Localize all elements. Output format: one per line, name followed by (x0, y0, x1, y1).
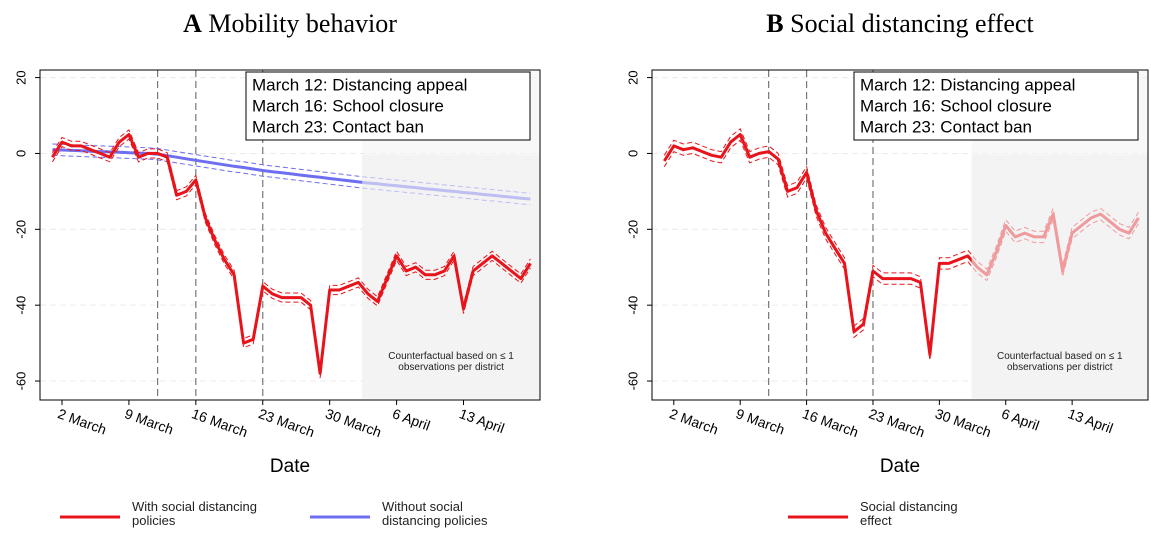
ci-line (51, 138, 531, 379)
plot-frame (651, 69, 1149, 401)
shade-label: Counterfactual based on ≤ 1 observations… (388, 350, 514, 373)
x-axis-label: Date (270, 456, 310, 477)
annotation-text: March 23: Contact ban (252, 117, 424, 136)
annotation-text: March 12: Distancing appeal (252, 75, 467, 94)
annotation-text: March 16: School closure (860, 96, 1052, 115)
x-tick-label: 9 March (123, 405, 176, 437)
x-tick-label: 23 March (256, 405, 316, 440)
x-tick-label: 13 April (457, 405, 506, 436)
y-tick-label: 20 (625, 70, 640, 84)
shade-label: Counterfactual based on ≤ 1 observations… (997, 350, 1123, 373)
title-text: Social distancing effect (790, 9, 1034, 38)
x-tick-label: 2 March (668, 405, 721, 437)
y-tick-label: -40 (625, 296, 640, 315)
title-letter: B (766, 9, 783, 38)
title-text: Mobility behavior (208, 9, 397, 38)
y-tick-label: 20 (13, 70, 28, 84)
y-tick-label: -60 (625, 372, 640, 391)
x-tick-label: 30 March (933, 405, 993, 440)
x-tick-label: 9 March (734, 405, 787, 437)
x-tick-label: 16 March (800, 405, 860, 440)
title-letter: A (183, 9, 202, 38)
legend-label: With social distancing policies (132, 499, 257, 528)
y-tick-label: -20 (13, 220, 28, 239)
shade-label-box: Counterfactual based on ≤ 1 observations… (388, 350, 514, 373)
legend-label: Social distancing effect (860, 499, 958, 528)
series-line (51, 133, 532, 375)
y-tick-label: -60 (13, 372, 28, 391)
annotation-text: March 12: Distancing appeal (860, 75, 1075, 94)
annotation-box (245, 71, 531, 141)
x-tick-label: 6 April (390, 405, 432, 433)
ci-line (51, 129, 531, 369)
x-tick-label: 23 March (867, 405, 927, 440)
y-tick-label: 0 (625, 150, 640, 157)
chart-title: B Social distancing effect (766, 9, 1034, 38)
y-tick-label: -40 (13, 296, 28, 315)
x-tick-label: 16 March (190, 405, 250, 440)
y-tick-label: 0 (13, 150, 28, 157)
annotation-text: March 16: School closure (252, 96, 444, 115)
x-tick-label: 30 March (323, 405, 383, 440)
x-tick-label: 2 March (56, 405, 109, 437)
y-tick-label: -20 (625, 220, 640, 239)
chart-title: A Mobility behavior (183, 9, 397, 38)
legend-label: Without social distancing policies (382, 499, 488, 528)
annotation-text: March 23: Contact ban (860, 117, 1032, 136)
x-axis-label: Date (880, 456, 920, 477)
shade-label-box: Counterfactual based on ≤ 1 observations… (997, 350, 1123, 373)
x-tick-label: 6 April (999, 405, 1041, 433)
x-tick-label: 13 April (1066, 405, 1115, 436)
plot-frame (39, 69, 541, 401)
annotation-box (853, 71, 1139, 141)
